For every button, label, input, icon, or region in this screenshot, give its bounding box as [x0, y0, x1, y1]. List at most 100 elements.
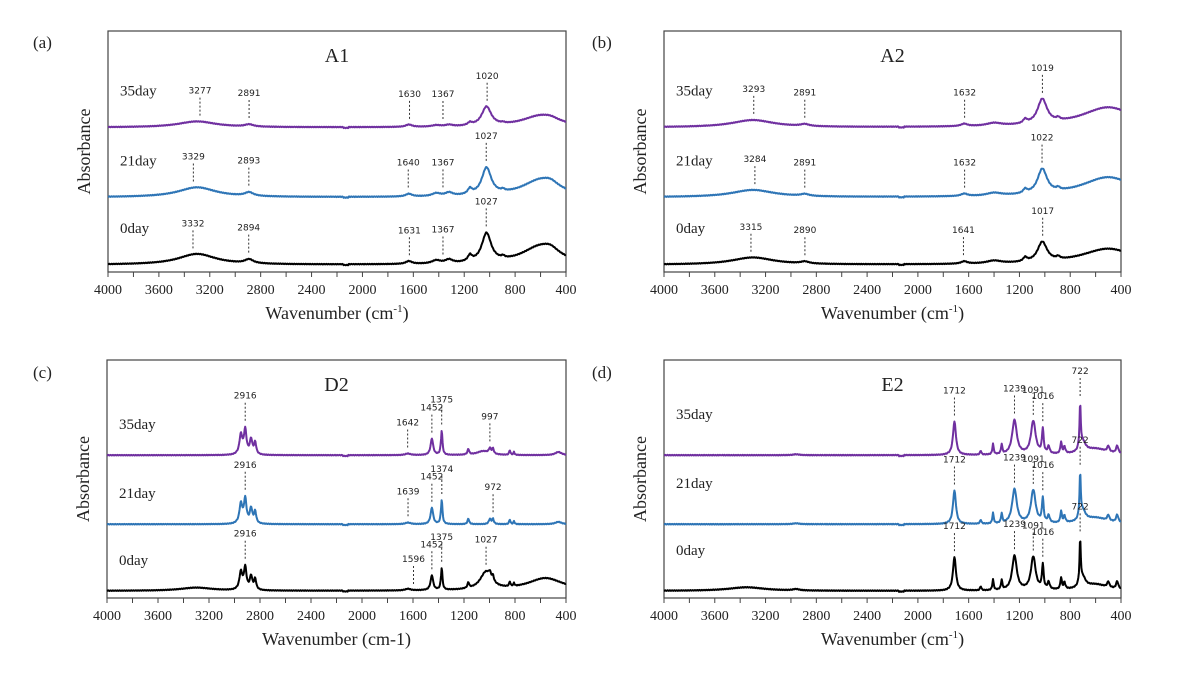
- series-label: 21day: [676, 153, 713, 169]
- peak-label: 1639: [397, 487, 420, 497]
- panel-a1: (a) A1 4000 3600 3200 2800 2400 2000 1600 1200 800…: [33, 30, 577, 324]
- x-axis-title: Wavenumber (cm-1): [821, 629, 964, 650]
- x-tick-label: 4000: [94, 283, 122, 298]
- peak-label: 2891: [238, 89, 261, 99]
- x-tick-label: 400: [1111, 283, 1132, 298]
- series-label: 35day: [119, 417, 156, 433]
- series-label: 0day: [120, 221, 150, 237]
- x-tick-label: 800: [505, 283, 526, 298]
- x-tick-label: 3200: [195, 609, 223, 624]
- peak-label: 972: [484, 483, 501, 493]
- peak-label: 1452: [420, 404, 443, 414]
- series-line-21day: [106, 494, 567, 527]
- panel-title: A1: [325, 45, 349, 67]
- series-line-0day: [106, 563, 567, 593]
- peak-label: 1091: [1022, 521, 1045, 531]
- panel-letter: (b): [592, 33, 612, 52]
- peak-label: 1022: [1031, 134, 1054, 144]
- x-tick-label: 400: [556, 609, 577, 624]
- peak-label: 1239: [1003, 385, 1026, 395]
- x-tick-label: 800: [1060, 609, 1081, 624]
- y-axis-title: Absorbance: [630, 109, 650, 195]
- peak-label: 1016: [1031, 461, 1054, 471]
- peak-label: 2891: [793, 159, 816, 169]
- series-line-35day: [106, 425, 567, 458]
- peak-label: 1712: [943, 456, 966, 466]
- x-tick-label: 1600: [399, 609, 427, 624]
- peak-label: 1712: [943, 522, 966, 532]
- x-axis-title: Wavenumber (cm-1): [262, 629, 411, 650]
- series-label: 35day: [120, 83, 157, 99]
- peak-label: 2891: [793, 89, 816, 99]
- x-tick-label: 3600: [701, 609, 729, 624]
- y-axis-title: Absorbance: [74, 109, 94, 195]
- x-tick-label: 2400: [853, 283, 881, 298]
- panel-e2: (d) E2 4000 3600 3200 2800 2400 2000 1600 1200 800…: [592, 359, 1132, 650]
- series-label: 21day: [120, 153, 157, 169]
- peak-label: 1375: [430, 533, 453, 543]
- x-tick-label: 3600: [144, 609, 172, 624]
- x-tick-label: 2800: [802, 609, 830, 624]
- y-axis-title: Absorbance: [73, 436, 93, 522]
- peak-label: 1632: [953, 159, 976, 169]
- panel-letter: (a): [33, 33, 52, 52]
- series-line-0day: [663, 240, 1122, 267]
- peak-label: 1239: [1003, 520, 1026, 530]
- peak-label: 1016: [1031, 392, 1054, 402]
- peak-label: 722: [1072, 367, 1089, 377]
- peak-label: 1027: [475, 197, 498, 207]
- peak-label: 1027: [475, 132, 498, 142]
- peak-label: 2916: [234, 392, 257, 402]
- peak-label: 1367: [432, 90, 455, 100]
- peak-label: 1027: [475, 536, 498, 546]
- peak-label: 2916: [234, 530, 257, 540]
- series-label: 21day: [676, 476, 713, 492]
- peak-label: 1596: [402, 555, 425, 565]
- series-label: 0day: [676, 543, 706, 559]
- peak-label: 1367: [432, 225, 455, 235]
- x-tick-label: 1200: [1005, 283, 1033, 298]
- x-tick-label: 3200: [752, 283, 780, 298]
- peak-label: 1017: [1031, 207, 1054, 217]
- peak-label: 1091: [1022, 386, 1045, 396]
- peak-label: 1642: [396, 418, 419, 428]
- panel-title: D2: [324, 374, 348, 396]
- peak-label: 2894: [237, 224, 260, 234]
- series-line-0day: [663, 540, 1122, 593]
- peak-label: 722: [1072, 502, 1089, 512]
- x-tick-label: 3200: [752, 609, 780, 624]
- x-tick-label: 3600: [145, 283, 173, 298]
- series-label: 0day: [119, 553, 149, 569]
- panel-a2: (b) A2 4000 3600 3200 2800 2400 2000 1600 1200 800…: [592, 30, 1132, 324]
- panel-title: A2: [880, 45, 904, 67]
- x-tick-label: 1600: [955, 609, 983, 624]
- peak-label: 1239: [1003, 454, 1026, 464]
- x-tick-label: 400: [556, 283, 577, 298]
- peak-label: 1640: [397, 159, 420, 169]
- peak-label: 1641: [952, 226, 975, 236]
- x-tick-label: 2800: [247, 283, 275, 298]
- x-tick-label: 4000: [93, 609, 121, 624]
- x-tick-label: 1600: [955, 283, 983, 298]
- peak-label: 1712: [943, 387, 966, 397]
- peak-label: 2916: [234, 461, 257, 471]
- peak-label: 3329: [182, 152, 205, 162]
- series-label: 0day: [676, 221, 706, 237]
- x-tick-label: 2000: [348, 283, 376, 298]
- series-label: 35day: [676, 83, 713, 99]
- peak-label: 1452: [420, 473, 443, 483]
- peak-label: 1452: [420, 540, 443, 550]
- x-tick-label: 1200: [450, 283, 478, 298]
- peak-label: 3332: [182, 219, 205, 229]
- peak-label: 1367: [432, 158, 455, 168]
- series-label: 21day: [119, 486, 156, 502]
- x-tick-label: 4000: [650, 609, 678, 624]
- x-tick-label: 2400: [297, 609, 325, 624]
- x-tick-label: 400: [1111, 609, 1132, 624]
- x-tick-label: 3600: [701, 283, 729, 298]
- peak-label: 1016: [1031, 528, 1054, 538]
- x-tick-label: 2000: [348, 609, 376, 624]
- x-tick-label: 2800: [802, 283, 830, 298]
- series-line-35day: [107, 105, 567, 130]
- peak-label: 1375: [430, 395, 453, 405]
